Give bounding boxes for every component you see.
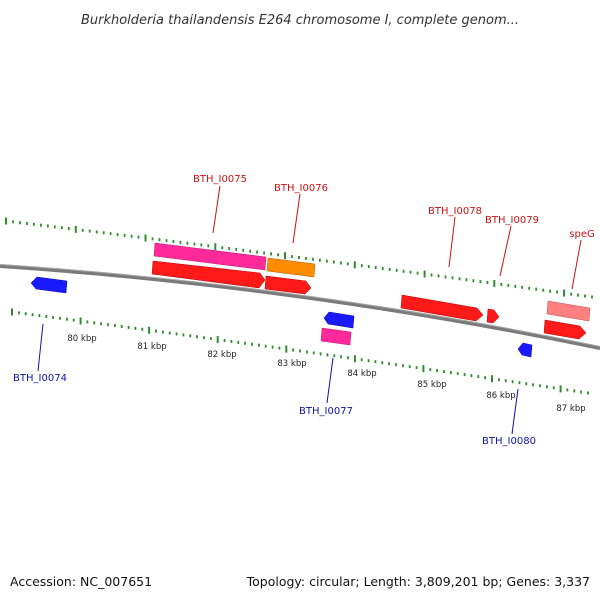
gene-bth-i0076-product[interactable] <box>266 257 316 278</box>
kbp-label-84: 84 kbp <box>347 369 376 379</box>
kbp-label-81: 81 kbp <box>137 342 166 352</box>
gene-bth-i0074-cds[interactable] <box>30 276 68 294</box>
gene-bth-i0077-product[interactable] <box>320 327 352 346</box>
forward-tick-track <box>5 217 593 299</box>
label-bth-i0079[interactable]: BTH_I0079 <box>485 215 539 226</box>
gene-bth-i0080-cds[interactable] <box>517 342 533 358</box>
reverse-gene-labels: BTH_I0074 BTH_I0077 BTH_I0080 <box>13 323 536 447</box>
kbp-label-83: 83 kbp <box>277 359 306 369</box>
gene-bth-i0076-cds[interactable] <box>264 275 312 295</box>
label-bth-i0080[interactable]: BTH_I0080 <box>482 436 536 447</box>
forward-genes <box>151 242 591 340</box>
gene-speg-cds[interactable] <box>543 319 587 340</box>
reverse-tick-track <box>11 308 589 395</box>
kbp-label-82: 82 kbp <box>207 350 236 360</box>
reverse-genes <box>30 276 533 358</box>
label-bth-i0074[interactable]: BTH_I0074 <box>13 373 67 384</box>
gene-bth-i0075-product[interactable] <box>153 242 267 271</box>
label-speg[interactable]: speG <box>569 229 594 240</box>
label-bth-i0077[interactable]: BTH_I0077 <box>299 406 353 417</box>
gene-bth-i0079-cds[interactable] <box>486 308 500 324</box>
gene-speg-product[interactable] <box>546 300 591 322</box>
kbp-label-85: 85 kbp <box>417 380 446 390</box>
kbp-ruler-labels: 80 kbp 81 kbp 82 kbp 83 kbp 84 kbp 85 kb… <box>67 334 585 414</box>
chromosome-backbone <box>0 264 600 350</box>
label-bth-i0075[interactable]: BTH_I0075 <box>193 174 247 185</box>
kbp-label-80: 80 kbp <box>67 334 96 344</box>
forward-gene-labels: BTH_I0075 BTH_I0076 BTH_I0078 BTH_I0079 … <box>193 174 595 290</box>
footer-accession: Accession: NC_007651 <box>10 574 152 589</box>
label-bth-i0078[interactable]: BTH_I0078 <box>428 206 482 217</box>
map-title: Burkholderia thailandensis E264 chromoso… <box>81 13 519 28</box>
kbp-label-86: 86 kbp <box>486 391 515 401</box>
footer-summary: Topology: circular; Length: 3,809,201 bp… <box>246 574 590 589</box>
gene-bth-i0075-cds[interactable] <box>151 260 266 289</box>
kbp-label-87: 87 kbp <box>556 404 585 414</box>
gene-bth-i0077-cds[interactable] <box>323 311 355 329</box>
label-bth-i0076[interactable]: BTH_I0076 <box>274 183 328 194</box>
gene-bth-i0078-cds[interactable] <box>400 294 484 322</box>
